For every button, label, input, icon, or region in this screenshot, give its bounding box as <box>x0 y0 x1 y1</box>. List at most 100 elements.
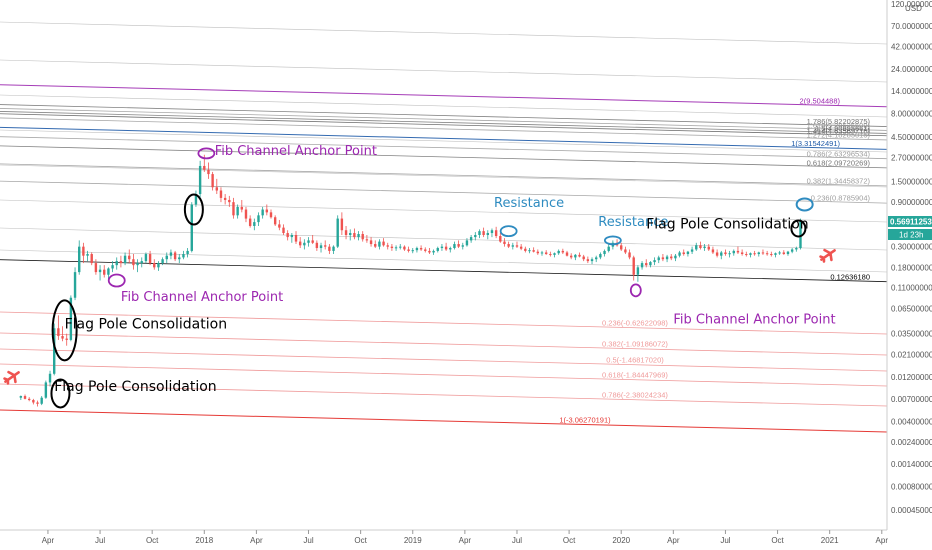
candle <box>549 251 552 257</box>
fib-channel-lines: 2(9.504488) 1.786(5.82202875)1.618(5.2862… <box>0 84 888 283</box>
price-tick-label: 0.01200000 <box>891 373 932 382</box>
candle <box>94 259 98 275</box>
lower-fib-line <box>0 348 888 372</box>
candle <box>707 244 710 251</box>
annotation-label: Fib Channel Anchor Point <box>121 290 283 305</box>
candle <box>507 241 510 249</box>
current-price-label: 0.56911253 <box>890 218 932 227</box>
candle <box>640 261 644 270</box>
time-tick-label: 2019 <box>404 536 422 545</box>
candle <box>690 246 694 255</box>
candle <box>474 232 477 241</box>
candle <box>565 250 569 257</box>
candle <box>670 254 673 261</box>
candle <box>469 235 473 243</box>
candle <box>219 187 223 203</box>
candle <box>194 190 198 207</box>
candle <box>286 230 289 241</box>
candle <box>244 206 248 223</box>
price-axis[interactable]: USD 120.00000000 70.00000000 42.00000000 24… <box>886 0 932 530</box>
price-tick-label: 0.18000000 <box>891 263 932 272</box>
lower-fib-line <box>0 332 888 356</box>
price-tick-label: 24.00000000 <box>891 65 932 74</box>
candle <box>374 240 377 249</box>
candle <box>503 238 506 247</box>
channel-grid-line <box>0 249 888 273</box>
candle <box>369 237 373 247</box>
candle <box>653 257 656 266</box>
candle <box>269 209 273 219</box>
annotation-label: Fib Channel Anchor Point <box>673 312 835 327</box>
fib-level-label: 1.414(4.63569716) <box>807 126 871 135</box>
candle <box>273 215 277 226</box>
candle <box>361 231 364 242</box>
fib-level-line <box>0 136 888 160</box>
time-tick-label: Jul <box>95 536 105 545</box>
candle <box>686 250 690 257</box>
highlight-ellipse <box>603 235 622 246</box>
candle <box>290 233 294 243</box>
candle <box>103 265 106 278</box>
candle <box>257 212 260 226</box>
candle <box>594 255 598 263</box>
candle <box>499 233 502 243</box>
candle <box>248 215 252 228</box>
airplane-icon <box>819 248 836 263</box>
candle <box>603 249 606 257</box>
candle <box>394 245 398 251</box>
candle <box>465 238 469 247</box>
candle <box>490 228 494 238</box>
lower-fib-channel-lines: 0.236(-0.62622098) 0.382(-1.09186072) 0.5(… <box>0 311 888 433</box>
candle <box>61 326 64 342</box>
candle <box>186 248 189 258</box>
candle <box>98 265 102 281</box>
price-tick-label: 0.03500000 <box>891 330 932 339</box>
price-tick-label: 0.30000000 <box>891 243 932 252</box>
candle <box>515 241 519 249</box>
candle <box>294 231 298 245</box>
candle <box>336 215 339 249</box>
lower-fib-label: 1(-3.06270191) <box>559 416 611 425</box>
highlight-ellipse <box>197 147 216 160</box>
candle <box>86 250 89 262</box>
candle <box>265 204 269 216</box>
candle <box>128 249 131 264</box>
candle <box>574 254 577 261</box>
lower-fib-line <box>0 409 888 433</box>
candle <box>415 246 419 253</box>
price-tick-label: 0.00080000 <box>891 483 932 492</box>
highlight-ellipse <box>107 273 126 288</box>
candle <box>745 251 748 257</box>
candle <box>749 252 752 258</box>
price-tick-label: 2.70000000 <box>891 154 932 163</box>
price-tick-label: 0.00045000 <box>891 506 932 515</box>
candle <box>311 235 314 245</box>
annotation-label: Flag Pole Consolidation <box>65 316 227 332</box>
candle <box>524 246 527 253</box>
candle <box>419 245 423 251</box>
candle <box>728 250 731 258</box>
candle <box>628 249 631 260</box>
candle <box>636 265 640 282</box>
fib-level-label: 1(3.31542491) <box>791 139 840 148</box>
candle <box>332 245 335 255</box>
candle <box>590 257 594 265</box>
candle <box>407 246 410 253</box>
candle <box>607 244 610 253</box>
candle <box>173 250 177 262</box>
fib-level-line <box>0 84 888 108</box>
time-axis[interactable]: Apr Jul Oct 2018 Apr Jul Oct 2019 Apr Jul Oct 2020 A… <box>0 529 888 545</box>
price-tick-label: 0.00700000 <box>891 395 932 404</box>
candle <box>519 244 523 251</box>
airplane-icon <box>3 370 20 385</box>
candle <box>190 202 193 253</box>
annotation-label: Fib Channel Anchor Point <box>215 144 377 159</box>
time-tick-label: Jul <box>303 536 313 545</box>
candle <box>494 226 498 239</box>
candle <box>486 230 489 240</box>
candle <box>169 249 173 260</box>
candle <box>403 245 406 251</box>
lower-fib-line <box>0 363 888 387</box>
candle <box>399 244 402 250</box>
